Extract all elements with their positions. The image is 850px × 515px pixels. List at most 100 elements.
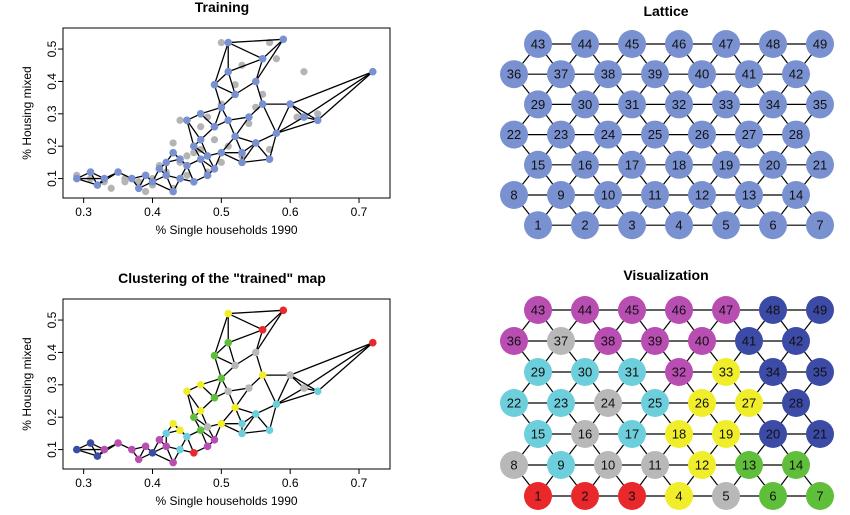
visualization-node — [759, 420, 787, 448]
lattice-node — [547, 181, 575, 209]
training-data-point — [314, 110, 322, 118]
clustered-map-map-edge — [186, 390, 202, 412]
lattice-node — [524, 90, 552, 119]
lattice-node — [571, 150, 599, 179]
lattice-node-label: 39 — [648, 67, 662, 82]
visualization-node-label: 46 — [672, 303, 686, 318]
visualization-node-label: 27 — [742, 396, 756, 411]
clustered-map-map-node — [286, 371, 294, 379]
lattice-node — [641, 60, 669, 89]
visualization-node — [806, 482, 834, 510]
clustered-map-map-edge — [303, 342, 374, 389]
training-map-edge — [289, 103, 319, 121]
training-data-point — [272, 55, 281, 63]
lattice-node — [665, 90, 693, 119]
visualization-node-label: 9 — [557, 458, 564, 473]
lattice-node — [782, 60, 810, 89]
visualization-node-label: 35 — [813, 365, 827, 380]
lattice-node — [806, 90, 834, 119]
training-map-edge — [234, 80, 257, 95]
lattice-node — [712, 30, 740, 58]
visualization-node-label: 39 — [648, 334, 662, 349]
visualization-node — [500, 389, 528, 417]
clustered-map-panel: 0.3 0.4 0.5 0.6 0.7 0.1 0.2 0.3 0.4 0.5 % Single h… — [20, 298, 391, 508]
visualization-node-label: 33 — [719, 365, 733, 380]
clustered-map-map-edge — [221, 423, 243, 434]
clustered-map-x-tick-label: 0.4 — [144, 476, 161, 490]
training-map-node — [86, 168, 95, 176]
lattice-node-label: 11 — [648, 188, 662, 203]
lattice-node-label: 22 — [507, 127, 521, 142]
clustered-map-map-edge — [276, 390, 318, 405]
training-y-tick-label: 0.4 — [45, 73, 59, 90]
training-map-node — [272, 129, 281, 138]
training-map-node — [114, 168, 122, 176]
visualization-node — [547, 327, 575, 355]
training-map-edge — [262, 38, 284, 60]
visualization-node-label: 3 — [628, 489, 635, 504]
clustered-map-map-edge — [255, 329, 264, 353]
visualization-node-label: 11 — [648, 458, 662, 473]
lattice-node — [571, 30, 599, 58]
lattice-node-label: 31 — [625, 97, 639, 112]
training-map-node — [176, 155, 184, 163]
clustered-map-map-edge — [275, 374, 291, 405]
training-map-edge — [186, 120, 195, 147]
visualization-node — [759, 358, 787, 386]
clustered-map-map-node — [162, 429, 171, 438]
lattice-node-label: 48 — [766, 37, 780, 52]
training-map-node — [141, 171, 150, 180]
training-map-edge — [303, 71, 374, 118]
lattice-node-label: 40 — [695, 67, 709, 82]
visualization-node — [594, 451, 622, 479]
clustered-map-x-tick-label: 0.7 — [351, 476, 368, 490]
lattice-node-label: 28 — [789, 127, 803, 142]
lattice-node — [547, 120, 575, 149]
visualization-node-label: 29 — [531, 365, 545, 380]
training-map-node — [258, 54, 267, 63]
clustered-map-x-tick-label: 0.3 — [75, 476, 92, 490]
training-map-edge — [213, 42, 229, 85]
training-data-point — [183, 171, 191, 179]
clustered-map-map-node — [183, 432, 191, 441]
lattice-node-label: 35 — [813, 97, 827, 112]
training-map-node — [203, 171, 212, 180]
training-map-node — [300, 113, 308, 121]
clustered-map-x-tick-label: 0.6 — [282, 476, 299, 490]
visualization-node-label: 48 — [766, 303, 780, 318]
training-map-edge — [317, 71, 374, 121]
clustered-map-map-node — [217, 419, 226, 428]
visualization-node — [665, 296, 693, 324]
training-map-node — [224, 116, 233, 125]
lattice-node-label: 7 — [816, 218, 823, 233]
training-map-node — [190, 178, 198, 186]
clustered-map-map-node — [251, 348, 260, 357]
clustered-map-map-edge — [152, 452, 174, 464]
clustered-map-map-edge — [317, 342, 374, 392]
lattice-node — [806, 150, 834, 179]
lattice-node-label: 23 — [554, 127, 568, 142]
clustered-map-map-node — [100, 445, 109, 454]
visualization-node-label: 36 — [507, 334, 521, 349]
clustered-map-map-edge — [268, 404, 278, 431]
lattice-node-label: 27 — [742, 127, 756, 142]
lattice-node-label: 26 — [695, 127, 709, 142]
clustered-map-map-node — [134, 455, 143, 464]
clustered-map-map-edge — [262, 309, 284, 331]
training-data-point — [245, 119, 253, 128]
visualization-node-label: 18 — [672, 427, 686, 442]
visualization-node-label: 41 — [742, 334, 756, 349]
visualization-node-label: 32 — [672, 365, 686, 380]
lattice-node-label: 2 — [581, 218, 588, 233]
training-data-point — [107, 184, 115, 192]
visualization-node-label: 44 — [578, 303, 592, 318]
training-map-node — [279, 35, 288, 44]
visualization-node — [806, 358, 834, 386]
training-y-tick-label: 0.5 — [45, 40, 59, 57]
clustered-map-map-edge — [255, 403, 277, 415]
visualization-node — [524, 420, 552, 448]
lattice-node-label: 30 — [578, 97, 592, 112]
lattice-title: Lattice — [643, 3, 688, 19]
